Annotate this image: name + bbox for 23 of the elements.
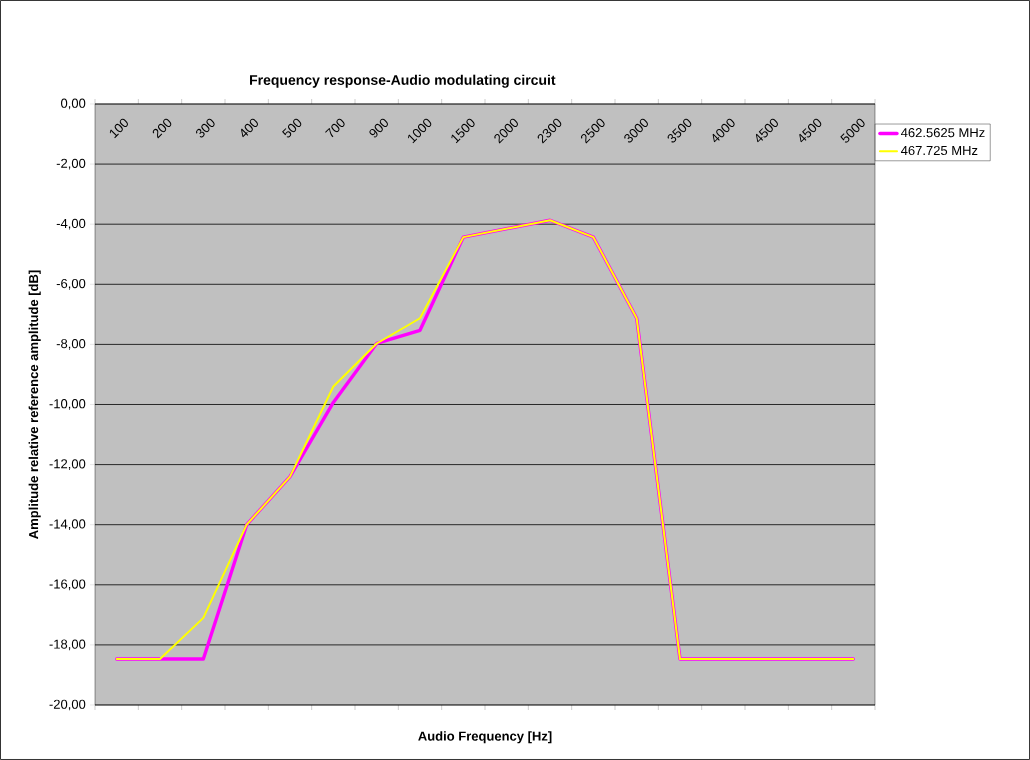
x-tick-label: 100 bbox=[109, 118, 128, 139]
y-tick-label: -6,00 bbox=[56, 278, 86, 290]
y-tick-label: 0,00 bbox=[61, 98, 86, 110]
legend-label: 467.725 MHz bbox=[900, 145, 978, 156]
y-tick-label: -2,00 bbox=[56, 158, 86, 170]
y-tick-label: -10,00 bbox=[49, 399, 86, 410]
x-tick-label: 200 bbox=[152, 118, 172, 139]
x-tick-label: 700 bbox=[325, 118, 345, 138]
y-axis-title: Amplitude relative reference amplitude [dB] bbox=[28, 270, 41, 539]
x-tick-label: 300 bbox=[196, 118, 215, 138]
x-tick-label: 900 bbox=[369, 118, 388, 138]
legend-label: 462.5625 MHz bbox=[900, 128, 985, 138]
x-tick-label: 500 bbox=[282, 118, 302, 138]
y-tick-label: -12,00 bbox=[49, 459, 86, 470]
y-tick-label: -16,00 bbox=[49, 579, 86, 591]
chart-title: Frequency response-Audio modulating circuit bbox=[250, 74, 556, 88]
y-tick-label: -20,00 bbox=[49, 699, 86, 711]
y-tick-label: -18,00 bbox=[49, 639, 86, 651]
y-tick-label: -14,00 bbox=[49, 519, 86, 531]
x-tick-label: 400 bbox=[241, 118, 258, 138]
y-tick-label: -4,00 bbox=[56, 218, 86, 230]
x-axis-title: Audio Frequency [Hz] bbox=[418, 731, 552, 744]
y-tick-label: -8,00 bbox=[56, 339, 86, 350]
